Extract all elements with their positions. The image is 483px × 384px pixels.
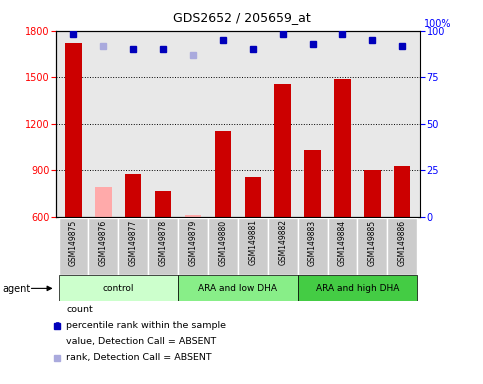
Text: s: s xyxy=(54,320,59,330)
Bar xyxy=(118,218,148,275)
Bar xyxy=(334,79,351,217)
Bar xyxy=(327,218,357,275)
Text: 100%: 100% xyxy=(424,19,451,29)
Text: GSM149884: GSM149884 xyxy=(338,219,347,266)
Bar xyxy=(88,218,118,275)
Text: GSM149885: GSM149885 xyxy=(368,219,377,266)
Text: GSM149881: GSM149881 xyxy=(248,219,257,265)
Bar xyxy=(178,218,208,275)
Bar xyxy=(298,275,417,301)
Bar xyxy=(208,218,238,275)
Text: GSM149880: GSM149880 xyxy=(218,219,227,266)
Bar xyxy=(155,190,171,217)
Bar xyxy=(58,275,178,301)
Text: control: control xyxy=(102,284,134,293)
Text: s: s xyxy=(54,353,59,362)
Bar xyxy=(304,150,321,217)
Text: GSM149879: GSM149879 xyxy=(188,219,198,266)
Text: ARA and low DHA: ARA and low DHA xyxy=(199,284,277,293)
Bar xyxy=(387,218,417,275)
Bar xyxy=(215,131,231,217)
Text: GSM149877: GSM149877 xyxy=(129,219,138,266)
Text: value, Detection Call = ABSENT: value, Detection Call = ABSENT xyxy=(66,337,216,346)
Bar xyxy=(238,218,268,275)
Text: GSM149883: GSM149883 xyxy=(308,219,317,266)
Text: ARA and high DHA: ARA and high DHA xyxy=(316,284,399,293)
Text: rank, Detection Call = ABSENT: rank, Detection Call = ABSENT xyxy=(66,353,212,362)
Text: GSM149876: GSM149876 xyxy=(99,219,108,266)
Bar xyxy=(268,218,298,275)
Text: GDS2652 / 205659_at: GDS2652 / 205659_at xyxy=(172,12,311,25)
Bar xyxy=(95,187,112,217)
Bar xyxy=(298,218,327,275)
Bar xyxy=(58,218,88,275)
Bar xyxy=(125,174,142,217)
Bar xyxy=(185,215,201,217)
Bar xyxy=(357,218,387,275)
Text: GSM149875: GSM149875 xyxy=(69,219,78,266)
Bar xyxy=(364,170,381,217)
Text: GSM149878: GSM149878 xyxy=(158,219,168,266)
Bar xyxy=(148,218,178,275)
Text: percentile rank within the sample: percentile rank within the sample xyxy=(66,321,226,330)
Bar xyxy=(394,166,411,217)
Text: count: count xyxy=(66,305,93,314)
Bar xyxy=(65,43,82,217)
Text: GSM149886: GSM149886 xyxy=(398,219,407,266)
Text: GSM149882: GSM149882 xyxy=(278,219,287,265)
Bar xyxy=(274,84,291,217)
Text: agent: agent xyxy=(2,284,30,294)
Bar xyxy=(178,275,298,301)
Bar xyxy=(244,177,261,217)
